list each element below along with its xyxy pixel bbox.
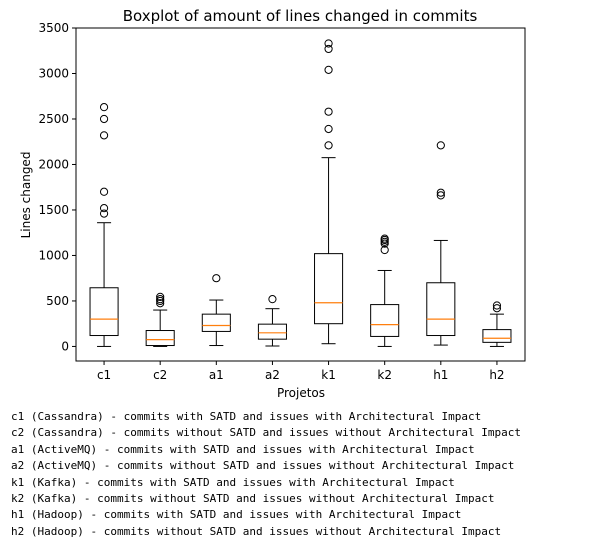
y-tick-label: 1500 (38, 203, 69, 217)
outlier-point (324, 107, 333, 116)
box-c2 (145, 330, 175, 347)
x-tick-label: k2 (377, 368, 392, 382)
x-tick-label: c2 (153, 368, 167, 382)
legend-line: c2 (Cassandra) - commits without SATD an… (11, 426, 521, 440)
outlier-point (99, 114, 109, 124)
box-c1 (89, 287, 119, 337)
outlier-point (156, 299, 165, 308)
outlier-point (99, 204, 109, 213)
y-tick-label: 2500 (38, 112, 69, 126)
outlier-point (212, 274, 221, 283)
outlier-point (324, 124, 333, 134)
outlier-point (324, 44, 333, 54)
plot-area: 0 500 1000 1500 2000 2500 3000 3500 c1 c2 a1 a2 k1 k2… (38, 21, 526, 382)
outlier-point (380, 245, 389, 255)
outlier-point (324, 65, 333, 74)
outlier-point (324, 39, 333, 48)
box-h1 (426, 282, 456, 337)
y-tick-label: 0 (61, 339, 69, 353)
box-a1 (201, 313, 231, 332)
boxplot-chart: Boxplot of amount of lines changed in co… (19, 7, 526, 400)
x-tick-label: a2 (265, 368, 280, 382)
legend-line: h1 (Hadoop) - commits with SATD and issu… (11, 508, 462, 522)
x-tick-label: k1 (321, 368, 336, 382)
outlier-point (324, 141, 333, 150)
outlier-point (99, 131, 109, 140)
x-tick-label: c1 (97, 368, 111, 382)
y-tick-label: 500 (46, 294, 69, 308)
chart-title: Boxplot of amount of lines changed in co… (123, 7, 478, 25)
box-k1 (314, 253, 344, 325)
legend-notes: c1 (Cassandra) - commits with SATD and i… (11, 409, 521, 540)
legend-line: k1 (Kafka) - commits with SATD and issue… (11, 475, 455, 489)
outlier-point (436, 188, 445, 197)
legend-line: h2 (Hadoop) - commits without SATD and i… (11, 524, 502, 538)
legend-line: a2 (ActiveMQ) - commits without SATD and… (11, 459, 515, 473)
box-a2 (257, 323, 287, 340)
x-tick-label: h2 (489, 368, 504, 382)
y-tick-label: 1000 (38, 248, 69, 262)
y-tick-label: 3500 (38, 21, 69, 35)
outlier-point (436, 141, 445, 150)
outlier-point (268, 295, 277, 304)
x-tick-label: a1 (209, 368, 224, 382)
outlier-point (99, 209, 109, 218)
legend-line: c1 (Cassandra) - commits with SATD and i… (11, 410, 482, 423)
outlier-point (156, 292, 165, 301)
legend-line: k2 (Kafka) - commits without SATD and is… (11, 492, 495, 506)
y-axis-label: Lines changed (19, 152, 33, 239)
legend-line: a1 (ActiveMQ) - commits with SATD and is… (11, 442, 475, 456)
y-tick-label: 2000 (38, 157, 69, 171)
outlier-point (492, 301, 502, 310)
box-k2 (370, 304, 400, 337)
outlier-point (380, 234, 389, 243)
outlier-point (99, 187, 109, 196)
outlier-point (492, 304, 502, 313)
outlier-point (99, 103, 109, 112)
outlier-point (156, 295, 165, 304)
box-h2 (482, 329, 512, 343)
plot-frame (75, 27, 526, 362)
x-tick-label: h1 (433, 368, 448, 382)
outlier-point (436, 191, 445, 200)
x-axis-label: Projetos (277, 386, 325, 400)
y-tick-label: 3000 (38, 66, 69, 80)
